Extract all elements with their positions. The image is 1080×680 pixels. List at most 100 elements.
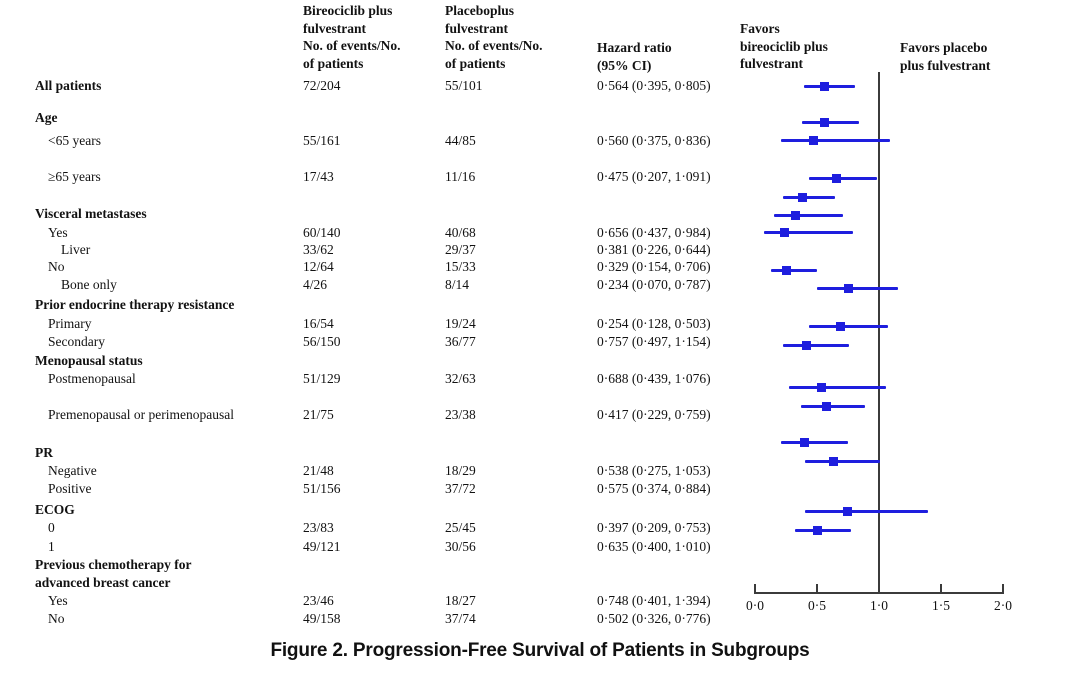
- point-estimate-marker: [843, 506, 853, 516]
- confidence-interval-line: [801, 120, 859, 124]
- placebo-header-line: of patients: [445, 55, 506, 71]
- placebo-events-value: 37/74: [445, 611, 476, 626]
- favors-placebo-label: Favors placebo plus fulvestrant: [900, 39, 990, 74]
- favors-left-line: bireociclib plus: [740, 38, 828, 54]
- placebo-events-value: 30/56: [445, 539, 476, 554]
- hazard-ratio-value: 0·254 (0·128, 0·503): [597, 316, 711, 331]
- confidence-interval-line: [780, 440, 849, 444]
- placebo-header-line: Placeboplus: [445, 3, 515, 18]
- treatment-header-line: fulvestrant: [303, 20, 366, 36]
- subgroup-label: Secondary: [48, 334, 105, 349]
- confidence-interval-line: [809, 324, 889, 328]
- subgroup-label: Age: [35, 110, 58, 125]
- point-estimate-marker: [799, 437, 809, 447]
- placebo-events-value: 19/24: [445, 316, 476, 331]
- placebo-events-value: 40/68: [445, 225, 476, 240]
- point-estimate-marker: [781, 265, 791, 275]
- x-axis-tick: [1002, 584, 1004, 592]
- hazard-ratio-value: 0·417 (0·229, 0·759): [597, 407, 711, 422]
- placebo-events-value: 8/14: [445, 277, 470, 292]
- confidence-interval-line: [783, 195, 835, 199]
- x-axis-tick-label: 2·0: [994, 598, 1012, 613]
- subgroup-label: Yes: [48, 593, 68, 608]
- confidence-interval-line: [783, 343, 850, 347]
- treatment-events-value: 60/140: [303, 225, 341, 240]
- placebo-events-value: 29/37: [445, 242, 476, 257]
- favors-left-line: Favors: [740, 21, 780, 36]
- hazard-ratio-value: 0·329 (0·154, 0·706): [597, 259, 711, 274]
- confidence-interval-line: [763, 230, 853, 234]
- favors-left-line: fulvestrant: [740, 56, 803, 71]
- hazard-ratio-value: 0·564 (0·395, 0·805): [597, 78, 711, 93]
- placebo-events-value: 18/29: [445, 463, 476, 478]
- hazard-ratio-value: 0·688 (0·439, 1·076): [597, 371, 711, 386]
- subgroup-label: <65 years: [48, 133, 101, 148]
- favors-right-line: plus fulvestrant: [900, 57, 991, 73]
- point-estimate-marker: [844, 283, 854, 293]
- treatment-events-value: 55/161: [303, 133, 341, 148]
- treatment-events-value: 51/156: [303, 481, 341, 496]
- placebo-header-line: No. of events/No.: [445, 38, 543, 53]
- confidence-interval-line: [801, 404, 865, 408]
- point-estimate-marker: [817, 382, 827, 392]
- point-estimate-marker: [835, 321, 845, 331]
- subgroup-label: PR: [35, 445, 53, 460]
- x-axis-tick-label: 0·0: [746, 598, 764, 613]
- placebo-events-value: 18/27: [445, 593, 476, 608]
- subgroup-label: Negative: [48, 463, 97, 478]
- placebo-events-value: 11/16: [445, 169, 476, 184]
- point-estimate-marker: [812, 525, 822, 535]
- point-estimate-marker: [831, 173, 841, 183]
- point-estimate-marker: [797, 192, 807, 202]
- hazard-ratio-value: 0·538 (0·275, 1·053): [597, 463, 711, 478]
- placebo-events-value: 37/72: [445, 481, 476, 496]
- treatment-events-value: 21/48: [303, 463, 334, 478]
- subgroup-label: 1: [48, 539, 55, 554]
- hazard-ratio-value: 0·475 (0·207, 1·091): [597, 169, 711, 184]
- subgroup-label: All patients: [35, 78, 102, 93]
- subgroup-label: No: [48, 259, 65, 274]
- confidence-interval-line: [795, 528, 852, 532]
- placebo-column-header: Placeboplus fulvestrant No. of events/No…: [445, 2, 543, 72]
- hazard-ratio-value: 0·381 (0·226, 0·644): [597, 242, 711, 257]
- treatment-events-value: 51/129: [303, 371, 341, 386]
- x-axis-tick: [816, 584, 818, 592]
- hazard-ratio-value: 0·560 (0·375, 0·836): [597, 133, 711, 148]
- reference-line: [878, 72, 880, 593]
- placebo-header-line: fulvestrant: [445, 20, 508, 36]
- favors-treatment-label: Favors bireociclib plus fulvestrant: [740, 20, 828, 73]
- treatment-events-value: 56/150: [303, 334, 341, 349]
- x-axis-line: [754, 592, 1004, 594]
- figure-caption: Figure 2. Progression-Free Survival of P…: [270, 640, 810, 661]
- treatment-events-value: 49/158: [303, 611, 341, 626]
- treatment-events-value: 72/204: [303, 78, 341, 93]
- x-axis-tick: [878, 584, 880, 592]
- confidence-interval-line: [774, 213, 843, 217]
- placebo-events-value: 44/85: [445, 133, 476, 148]
- treatment-events-value: 17/43: [303, 169, 334, 184]
- treatment-events-value: 23/46: [303, 593, 334, 608]
- treatment-events-value: 4/26: [303, 277, 328, 292]
- point-estimate-marker: [809, 135, 819, 145]
- hazard-ratio-column-header: Hazard ratio (95% CI): [597, 39, 672, 74]
- subgroup-label: Yes: [48, 225, 68, 240]
- x-axis-tick-label: 0·5: [808, 598, 826, 613]
- placebo-events-value: 25/45: [445, 520, 476, 535]
- hazard-ratio-value: 0·656 (0·437, 0·984): [597, 225, 711, 240]
- x-axis-tick-label: 1·0: [870, 598, 888, 613]
- hazard-ratio-value: 0·575 (0·374, 0·884): [597, 481, 711, 496]
- placebo-events-value: 36/77: [445, 334, 476, 349]
- confidence-interval-line: [804, 509, 928, 513]
- subgroup-label: No: [48, 611, 65, 626]
- point-estimate-marker: [829, 456, 839, 466]
- hazard-ratio-value: 0·635 (0·400, 1·010): [597, 539, 711, 554]
- subgroup-label: Menopausal status: [35, 353, 143, 368]
- point-estimate-marker: [779, 227, 789, 237]
- confidence-interval-line: [804, 459, 881, 463]
- treatment-events-value: 21/75: [303, 407, 334, 422]
- confidence-interval-line: [789, 385, 886, 389]
- point-estimate-marker: [791, 210, 801, 220]
- placebo-events-value: 55/101: [445, 78, 483, 93]
- treatment-header-line: No. of events/No.: [303, 38, 401, 53]
